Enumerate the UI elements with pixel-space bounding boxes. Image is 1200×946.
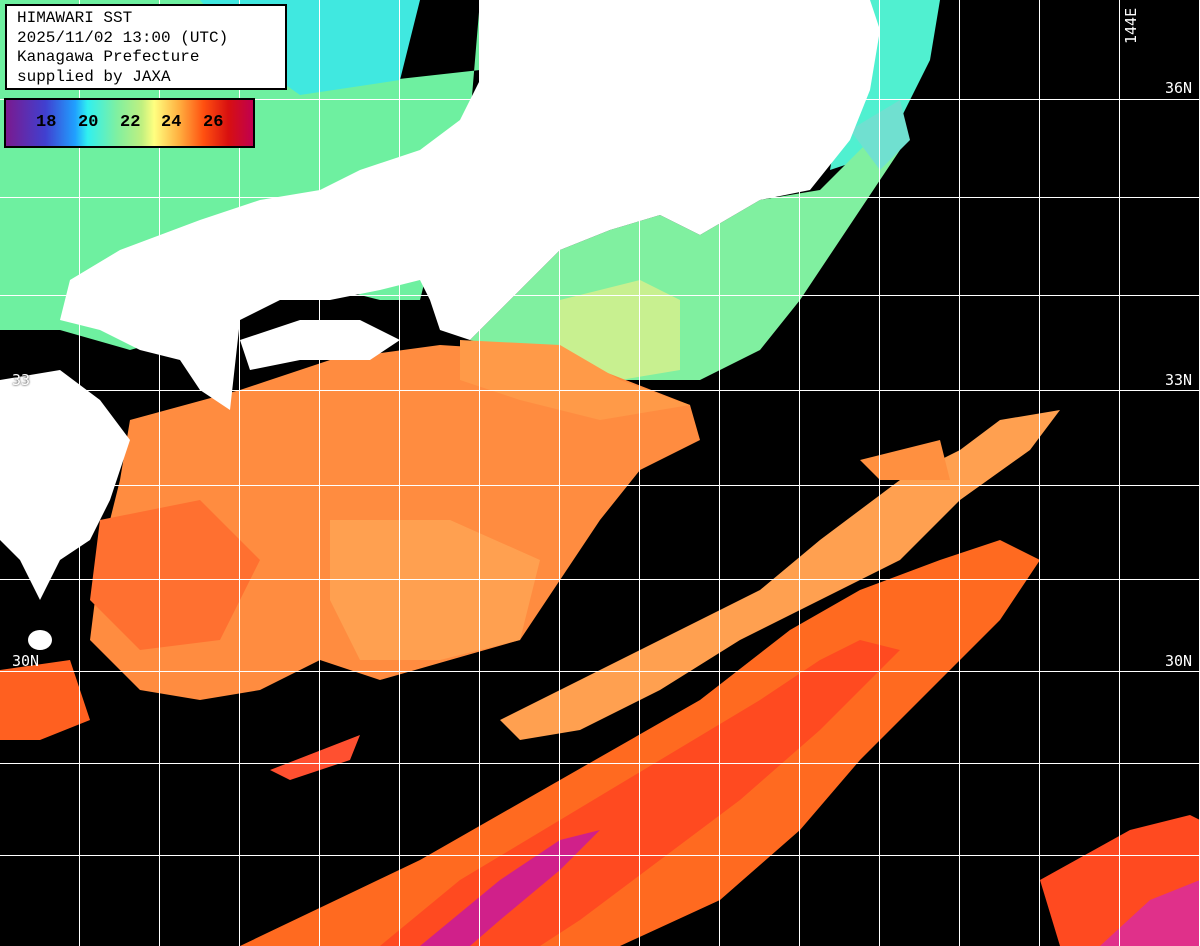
- legend-tick-18: 18: [36, 113, 57, 132]
- lon-label-144e: 144E: [1122, 7, 1140, 44]
- legend-tick-22: 22: [120, 113, 141, 132]
- legend-tick-26: 26: [203, 113, 224, 132]
- prefecture-label: Kanagawa Prefecture: [17, 48, 200, 66]
- kuroshio-warm-water: [0, 340, 700, 740]
- lon-label-136e: 136E: [482, 7, 500, 44]
- lat-label-30n-left: 30N: [12, 652, 40, 670]
- legend-tick-24: 24: [161, 113, 182, 132]
- credit-label: supplied by JAXA: [17, 67, 171, 86]
- observation-datetime: 2025/11/02 13:00 (UTC): [17, 28, 229, 47]
- legend-tick-20: 20: [78, 113, 99, 132]
- small-island: [28, 630, 52, 650]
- lat-label-36n: 36N: [1165, 79, 1193, 97]
- lat-label-30n: 30N: [1165, 652, 1193, 670]
- lat-label-33-left: 33: [12, 371, 31, 389]
- temperature-color-legend: 18 20 22 24 26: [4, 98, 255, 148]
- honshu-land: [60, 0, 880, 410]
- product-title: HIMAWARI SST: [17, 9, 133, 27]
- lat-label-33n: 33N: [1165, 371, 1193, 389]
- title-box: HIMAWARI SST 2025/11/02 13:00 (UTC) Kana…: [5, 4, 287, 90]
